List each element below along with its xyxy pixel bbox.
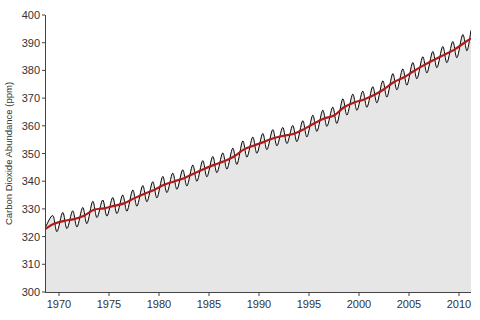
y-tick [42, 264, 45, 265]
x-tick [109, 292, 110, 296]
x-tick [159, 292, 160, 296]
y-tick [42, 236, 45, 237]
y-tick [42, 153, 45, 154]
x-tick [309, 292, 310, 296]
y-tick [42, 292, 45, 293]
y-tick-label: 340 [22, 175, 40, 187]
x-tick-label: 2000 [347, 298, 371, 310]
y-axis-label: Carbon Dioxide Abundance (ppm) [3, 82, 14, 225]
y-tick [42, 208, 45, 209]
x-tick-label: 1975 [97, 298, 121, 310]
y-tick [42, 15, 45, 16]
y-tick [42, 98, 45, 99]
x-tick [409, 292, 410, 296]
y-tick [42, 42, 45, 43]
x-tick-label: 1995 [297, 298, 321, 310]
x-tick-label: 2005 [397, 298, 421, 310]
area-fill [45, 30, 471, 292]
y-tick-label: 320 [22, 231, 40, 243]
y-tick-label: 350 [22, 148, 40, 160]
x-tick-label: 1980 [147, 298, 171, 310]
x-tick [59, 292, 60, 296]
y-tick [42, 125, 45, 126]
x-tick-label: 2010 [447, 298, 471, 310]
x-tick [359, 292, 360, 296]
y-tick-label: 380 [22, 64, 40, 76]
x-tick [259, 292, 260, 296]
x-tick-label: 1970 [47, 298, 71, 310]
y-tick-label: 360 [22, 120, 40, 132]
y-tick-label: 370 [22, 92, 40, 104]
trend-line [45, 39, 471, 230]
x-tick [209, 292, 210, 296]
seasonal-line [45, 30, 471, 231]
y-tick-label: 390 [22, 37, 40, 49]
y-tick [42, 70, 45, 71]
chart: 300 310 320 330 340 350 360 370 380 390 400 1970 197… [0, 0, 480, 320]
y-tick-label: 310 [22, 258, 40, 270]
plot-area [45, 30, 471, 292]
y-tick [42, 181, 45, 182]
x-tick [459, 292, 460, 296]
y-tick-label: 400 [22, 9, 40, 21]
y-tick-label: 300 [22, 286, 40, 298]
x-tick-label: 1990 [247, 298, 271, 310]
y-tick-label: 330 [22, 203, 40, 215]
x-tick-label: 1985 [197, 298, 221, 310]
y-axis-line [45, 15, 46, 292]
